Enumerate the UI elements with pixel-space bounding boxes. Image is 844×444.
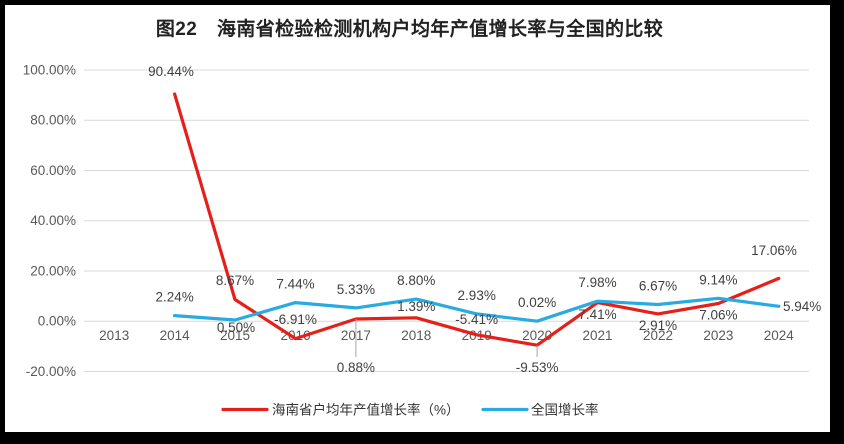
svg-text:5.94%: 5.94% <box>783 299 821 314</box>
svg-text:2.91%: 2.91% <box>639 318 677 333</box>
svg-text:6.67%: 6.67% <box>639 279 677 294</box>
svg-text:全国增长率: 全国增长率 <box>531 402 599 418</box>
svg-text:2.93%: 2.93% <box>458 288 496 303</box>
svg-text:海南省户均年产值增长率（%）: 海南省户均年产值增长率（%） <box>272 402 460 418</box>
svg-text:7.06%: 7.06% <box>699 308 737 323</box>
svg-text:7.44%: 7.44% <box>276 277 314 292</box>
svg-text:5.33%: 5.33% <box>337 282 375 297</box>
svg-text:0.00%: 0.00% <box>38 314 76 329</box>
svg-text:-9.53%: -9.53% <box>516 360 559 375</box>
svg-text:80.00%: 80.00% <box>30 113 76 128</box>
svg-text:-6.91%: -6.91% <box>274 312 317 327</box>
svg-text:-5.41%: -5.41% <box>455 312 498 327</box>
svg-text:2013: 2013 <box>99 328 129 343</box>
svg-text:2018: 2018 <box>401 328 431 343</box>
svg-text:8.80%: 8.80% <box>397 273 435 288</box>
svg-text:-20.00%: -20.00% <box>26 364 76 379</box>
svg-text:90.44%: 90.44% <box>148 64 194 79</box>
svg-text:60.00%: 60.00% <box>30 163 76 178</box>
svg-text:2024: 2024 <box>764 328 795 343</box>
svg-text:9.14%: 9.14% <box>699 272 737 287</box>
svg-text:100.00%: 100.00% <box>23 63 76 78</box>
svg-text:2.24%: 2.24% <box>155 290 193 305</box>
svg-text:7.41%: 7.41% <box>578 307 616 322</box>
svg-text:2020: 2020 <box>522 328 552 343</box>
svg-text:8.67%: 8.67% <box>216 273 254 288</box>
svg-text:0.02%: 0.02% <box>518 295 556 310</box>
svg-text:1.39%: 1.39% <box>397 299 435 314</box>
svg-text:2021: 2021 <box>582 328 612 343</box>
svg-text:0.88%: 0.88% <box>337 360 375 375</box>
svg-text:0.50%: 0.50% <box>217 320 255 335</box>
svg-text:2014: 2014 <box>160 328 191 343</box>
svg-text:2023: 2023 <box>703 328 733 343</box>
svg-text:17.06%: 17.06% <box>751 243 797 258</box>
svg-text:20.00%: 20.00% <box>30 264 76 279</box>
svg-text:40.00%: 40.00% <box>30 213 76 228</box>
svg-text:7.98%: 7.98% <box>578 275 616 290</box>
